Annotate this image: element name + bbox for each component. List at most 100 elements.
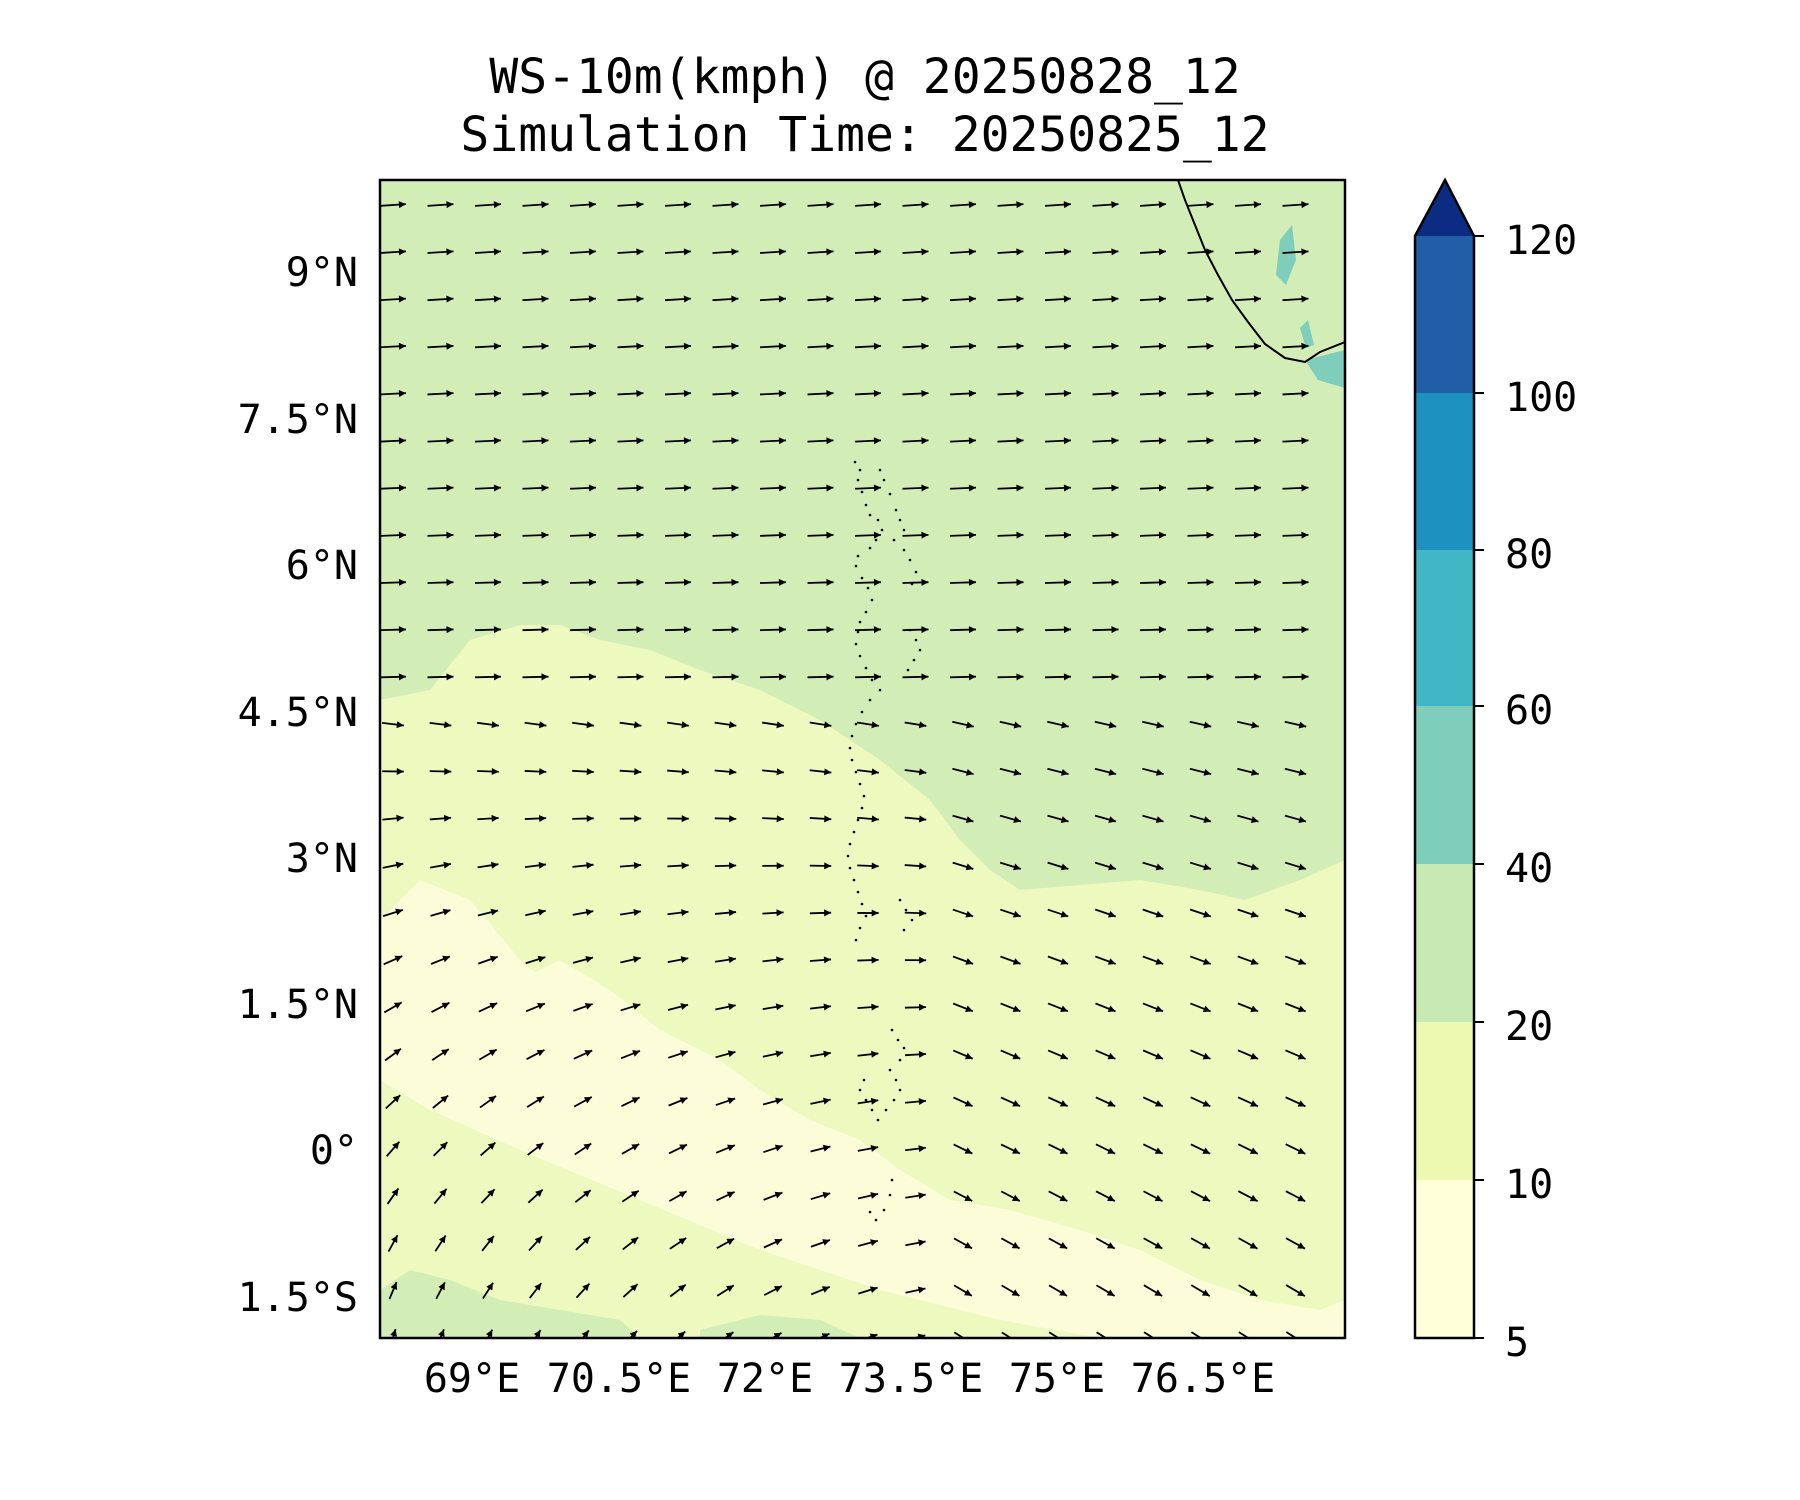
wind-arrow — [1237, 1002, 1259, 1013]
wind-arrow — [1048, 1284, 1068, 1297]
wind-arrow — [952, 1002, 974, 1013]
wind-arrow — [762, 768, 784, 776]
wind-arrow — [854, 626, 882, 634]
wind-arrow — [1284, 720, 1307, 729]
wind-arrow — [762, 1050, 784, 1058]
wind-arrow — [1044, 673, 1072, 681]
wind-arrow — [1000, 1096, 1021, 1108]
wind-arrow — [759, 295, 787, 303]
wind-arrow — [573, 1003, 593, 1012]
island-dot — [882, 1208, 886, 1212]
wind-arrow — [1190, 1049, 1211, 1060]
wind-arrow — [997, 531, 1024, 539]
wind-arrow — [1285, 1284, 1306, 1297]
wind-arrow — [1142, 814, 1164, 824]
wind-arrow — [1234, 342, 1262, 350]
wind-arrow — [854, 201, 882, 209]
wind-arrow — [809, 1003, 832, 1011]
island-dot — [850, 734, 854, 738]
wind-arrow — [619, 721, 642, 729]
wind-arrow — [431, 1001, 450, 1013]
wind-arrow — [664, 673, 692, 681]
wind-arrow — [762, 1097, 784, 1106]
island-dot — [908, 558, 912, 562]
wind-field-strong-patch-2 — [1276, 225, 1296, 285]
wind-arrow — [621, 1143, 640, 1155]
wind-arrow — [522, 673, 549, 681]
wind-arrow — [572, 861, 594, 869]
wind-field-calm-zone — [380, 880, 1345, 1338]
wind-arrow — [1048, 1143, 1068, 1155]
wind-arrow — [1187, 437, 1214, 445]
island-dot — [848, 842, 852, 846]
wind-arrow — [382, 814, 404, 822]
wind-arrow — [807, 626, 834, 634]
wind-arrow — [1237, 1096, 1259, 1108]
wind-arrow — [1142, 1096, 1164, 1108]
wind-arrow — [431, 1048, 450, 1061]
wind-arrow — [573, 1096, 593, 1108]
wind-arrow — [478, 1002, 498, 1013]
wind-arrow — [902, 248, 929, 256]
island-dot — [892, 538, 896, 542]
wind-arrow — [524, 814, 547, 822]
island-dot — [892, 1098, 896, 1102]
wind-arrow — [1187, 248, 1214, 256]
wind-arrow — [474, 578, 502, 586]
wind-arrow — [572, 955, 594, 964]
island-dot — [882, 478, 886, 482]
wind-arrow — [380, 578, 407, 586]
wind-arrow — [949, 248, 977, 256]
wind-arrow — [715, 956, 736, 964]
wind-arrow — [621, 1096, 640, 1107]
wind-arrow — [427, 295, 454, 303]
wind-arrow — [569, 248, 597, 256]
wind-arrow — [667, 956, 689, 964]
wind-arrow — [1234, 437, 1262, 445]
wind-arrow — [1139, 342, 1167, 350]
colorbar-extend-arrow — [1415, 180, 1474, 236]
lon-tick-label: 69°E — [424, 1356, 520, 1402]
wind-arrow — [716, 1237, 735, 1249]
wind-arrow — [383, 1001, 403, 1014]
wind-arrow — [857, 721, 879, 729]
wind-field-calm-patch — [520, 960, 760, 1110]
wind-arrow — [712, 626, 739, 634]
wind-arrow — [479, 1095, 497, 1109]
wind-arrow — [429, 861, 452, 869]
wind-arrow — [569, 295, 597, 303]
wind-arrow — [380, 626, 407, 634]
island-dot — [868, 1210, 872, 1214]
wind-arrow — [857, 1050, 879, 1058]
wind-arrow — [1139, 578, 1167, 586]
wind-arrow — [807, 248, 834, 256]
wind-arrow — [854, 484, 882, 492]
wind-arrow — [621, 1189, 640, 1203]
island-dot — [854, 938, 858, 942]
wind-arrow — [427, 578, 454, 586]
wind-arrow — [1092, 484, 1119, 492]
wind-arrow — [435, 1281, 446, 1300]
wind-arrow — [1284, 861, 1307, 871]
wind-arrow — [382, 767, 404, 775]
wind-arrow — [668, 1190, 688, 1202]
wind-arrow — [997, 295, 1024, 303]
wind-arrow — [759, 390, 787, 397]
island-dot — [862, 794, 866, 798]
colorbar-ticks — [1474, 235, 1484, 1339]
wind-arrow — [902, 484, 929, 492]
wind-arrow — [572, 815, 594, 823]
wind-arrow — [1234, 673, 1262, 681]
wind-arrow — [953, 1143, 973, 1155]
wind-arrow — [1044, 437, 1072, 445]
wind-arrow — [712, 201, 739, 209]
wind-arrow — [854, 248, 882, 256]
wind-arrow — [902, 295, 929, 303]
wind-arrow — [762, 815, 784, 823]
wind-arrow — [952, 955, 974, 965]
wind-arrow — [380, 531, 407, 539]
wind-arrow — [715, 1097, 736, 1106]
wind-arrow — [474, 437, 502, 445]
colorbar-tick-label: 80 — [1505, 532, 1553, 578]
wind-arrow — [1285, 1143, 1306, 1155]
